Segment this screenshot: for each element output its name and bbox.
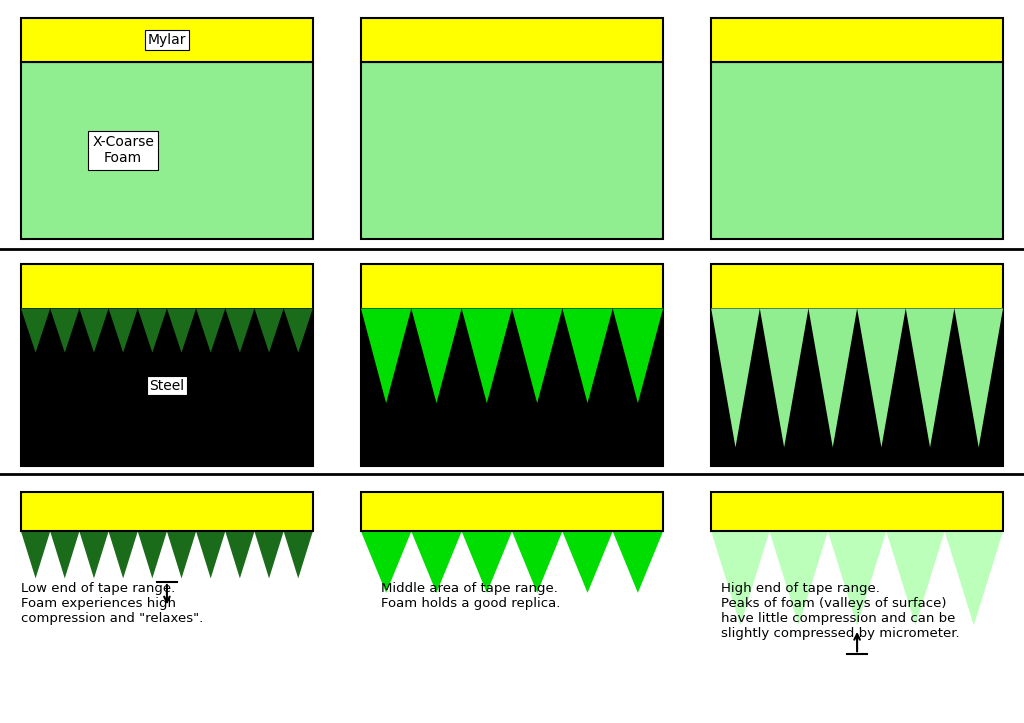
Text: Low end of tape range.
Foam experiences high
compression and "relaxes".: Low end of tape range. Foam experiences … [22, 582, 203, 625]
Polygon shape [361, 289, 664, 423]
Polygon shape [827, 531, 886, 625]
Polygon shape [22, 289, 313, 423]
Polygon shape [462, 531, 512, 593]
Polygon shape [284, 309, 313, 353]
Polygon shape [770, 531, 827, 625]
Polygon shape [612, 531, 664, 593]
Polygon shape [361, 309, 412, 403]
Polygon shape [225, 531, 254, 578]
Polygon shape [137, 309, 167, 353]
Bar [361, 62, 664, 239]
Polygon shape [50, 531, 80, 578]
Polygon shape [711, 309, 760, 448]
Text: Steel: Steel [150, 379, 184, 393]
Polygon shape [197, 309, 225, 353]
Polygon shape [167, 531, 197, 578]
Polygon shape [50, 309, 80, 353]
Polygon shape [612, 309, 664, 403]
Bar [22, 264, 313, 466]
Polygon shape [562, 309, 612, 403]
Bar [22, 62, 313, 239]
Polygon shape [857, 309, 905, 448]
Polygon shape [512, 531, 562, 593]
Polygon shape [22, 309, 50, 353]
Polygon shape [254, 309, 284, 353]
Polygon shape [711, 289, 1002, 423]
Polygon shape [80, 531, 109, 578]
Bar [361, 492, 664, 531]
Text: 100 um profile: 100 um profile [806, 441, 908, 455]
Polygon shape [197, 531, 225, 578]
Polygon shape [284, 531, 313, 578]
Bar [361, 18, 664, 62]
Bar [711, 309, 1004, 466]
Polygon shape [944, 531, 1004, 625]
Polygon shape [512, 309, 562, 403]
Polygon shape [137, 531, 167, 578]
Bar [22, 18, 313, 62]
Bar [22, 309, 313, 466]
Text: X-Coarse
Foam: X-Coarse Foam [92, 135, 154, 166]
Polygon shape [711, 531, 770, 625]
Polygon shape [905, 309, 954, 448]
Bar [361, 309, 664, 466]
Text: Middle area of tape range.
Foam holds a good replica.: Middle area of tape range. Foam holds a … [382, 582, 561, 610]
Polygon shape [80, 309, 109, 353]
Polygon shape [22, 531, 50, 578]
Polygon shape [462, 309, 512, 403]
Polygon shape [167, 309, 197, 353]
Polygon shape [886, 531, 944, 625]
Polygon shape [109, 531, 137, 578]
Text: High end of tape range.
Peaks of foam (valleys of surface)
have little compressi: High end of tape range. Peaks of foam (v… [721, 582, 961, 640]
Polygon shape [361, 531, 412, 593]
Polygon shape [109, 309, 137, 353]
Bar [711, 264, 1004, 466]
Text: Mylar: Mylar [147, 33, 186, 47]
Polygon shape [412, 531, 462, 593]
Polygon shape [562, 531, 612, 593]
Bar [711, 18, 1004, 62]
Bar [22, 264, 313, 309]
Bar [711, 264, 1004, 309]
Text: 50 um profile: 50 um profile [121, 441, 213, 455]
Polygon shape [412, 309, 462, 403]
Polygon shape [809, 309, 857, 448]
Bar [711, 62, 1004, 239]
Bar [22, 492, 313, 531]
Polygon shape [254, 531, 284, 578]
Bar [361, 264, 664, 309]
Polygon shape [760, 309, 809, 448]
Polygon shape [954, 309, 1004, 448]
Bar [711, 492, 1004, 531]
Bar [361, 264, 664, 466]
Text: 75 um profile: 75 um profile [466, 441, 558, 455]
Polygon shape [225, 309, 254, 353]
